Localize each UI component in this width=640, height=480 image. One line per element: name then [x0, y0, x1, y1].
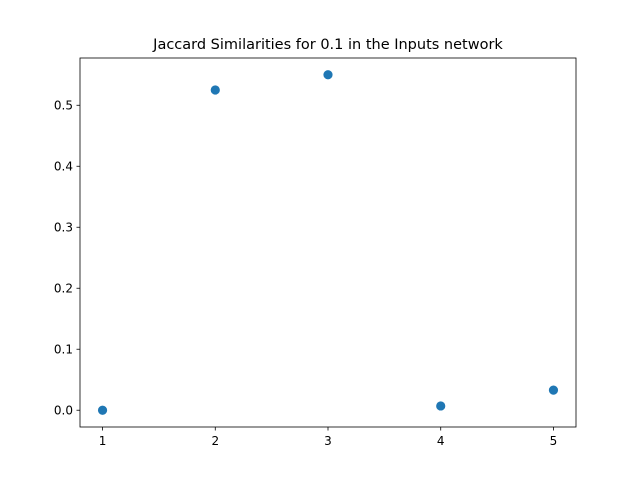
- y-tick-label: 0.0: [54, 404, 73, 418]
- axes-layer: 1 2 3 4 5 0.0 0.1 0.2 0.3 0.4 0.5: [54, 57, 577, 448]
- x-tick-label: 1: [99, 434, 107, 448]
- y-tick-label: 0.3: [54, 221, 73, 235]
- points-layer: [97, 70, 559, 415]
- data-point: [210, 85, 220, 95]
- x-tick-label: 3: [324, 434, 332, 448]
- data-point: [323, 70, 333, 80]
- data-point: [97, 405, 108, 415]
- data-point: [548, 385, 559, 395]
- x-tick-label: 4: [437, 434, 445, 448]
- x-tick-label: 5: [550, 434, 558, 448]
- chart-title: Jaccard Similarities for 0.1 in the Inpu…: [152, 37, 503, 53]
- y-tick-label: 0.2: [54, 282, 73, 296]
- y-tick-label: 0.4: [54, 160, 73, 174]
- x-tick-label: 2: [211, 434, 219, 448]
- y-tick-label: 0.1: [54, 343, 73, 357]
- data-point: [436, 401, 446, 411]
- plot-frame: [79, 57, 577, 428]
- y-tick-label: 0.5: [54, 99, 73, 113]
